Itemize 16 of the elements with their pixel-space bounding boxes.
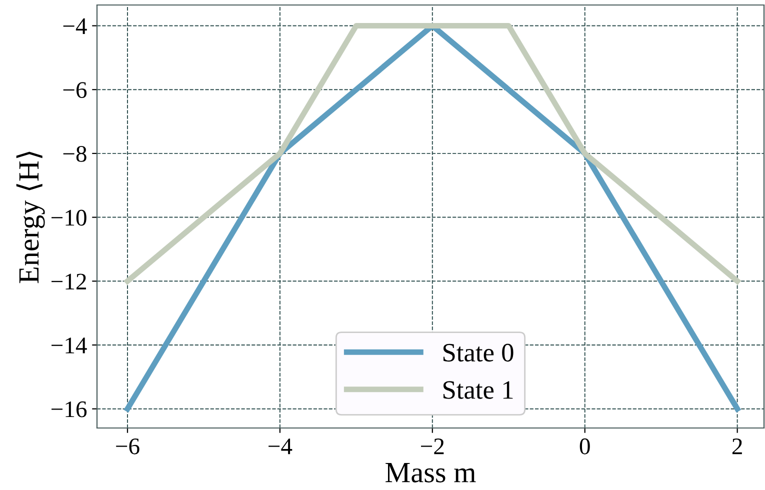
legend-label: State 1	[443, 381, 513, 399]
x-tick-label: −4	[268, 438, 292, 454]
y-axis-title: Energy ⟨H⟩	[16, 152, 45, 284]
x-axis-title: Mass m	[386, 463, 476, 482]
x-tick-label: 0	[580, 438, 590, 454]
y-tick-label: −12	[52, 274, 86, 290]
x-tick-label: −6	[116, 438, 140, 454]
y-tick-label: −10	[52, 210, 86, 226]
y-tick-label: −6	[63, 82, 87, 98]
x-tick-label: −2	[421, 438, 444, 454]
x-tick-label: 2	[732, 438, 742, 454]
y-tick-label: −16	[52, 401, 87, 418]
legend-label: State 0	[443, 344, 514, 362]
y-tick-label: −14	[52, 338, 87, 354]
y-tick-label: −8	[63, 146, 86, 162]
y-tick-label: −4	[63, 18, 87, 34]
